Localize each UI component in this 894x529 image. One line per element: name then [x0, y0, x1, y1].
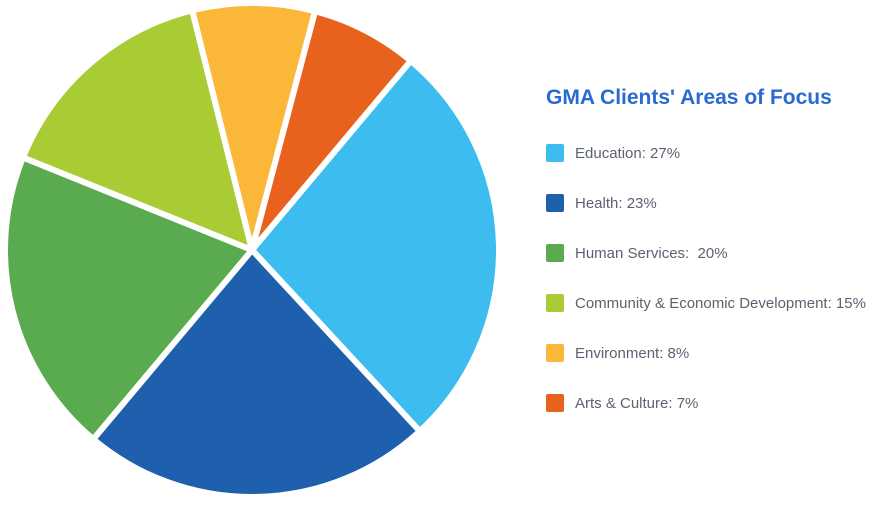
- legend-item: Education: 27%: [546, 128, 892, 178]
- legend-swatch: [546, 244, 564, 262]
- legend-item: Human Services: 20%: [546, 228, 892, 278]
- legend-label: Community & Economic Development: 15%: [575, 294, 866, 312]
- legend-label: Human Services: 20%: [575, 244, 728, 262]
- legend-label: Education: 27%: [575, 144, 681, 162]
- legend-item: Environment: 8%: [546, 328, 892, 378]
- pie-slice-education: [249, 57, 502, 435]
- legend-swatch: [546, 394, 564, 412]
- legend: Education: 27% Health: 23% Human Services:…: [546, 128, 892, 428]
- legend-label: Environment: 8%: [575, 344, 690, 362]
- pie-slice-arts-culture: [249, 8, 414, 253]
- legend-label: Health: 23%: [575, 194, 657, 212]
- legend-item: Health: 23%: [546, 178, 892, 228]
- pie-slice-environment: [189, 0, 319, 253]
- legend-swatch: [546, 194, 564, 212]
- legend-item: Arts & Culture: 7%: [546, 378, 892, 428]
- pie-slice-health: [90, 247, 423, 500]
- chart-title: GMA Clients' Areas of Focus: [546, 86, 832, 109]
- legend-swatch: [546, 144, 564, 162]
- pie-chart: [5, 0, 502, 500]
- legend-swatch: [546, 294, 564, 312]
- legend-panel: GMA Clients' Areas of Focus Education: 2…: [546, 86, 892, 428]
- pie-slice-community-economic-development: [19, 7, 255, 253]
- legend-item: Community & Economic Development: 15%: [546, 278, 892, 328]
- legend-swatch: [546, 344, 564, 362]
- legend-label: Arts & Culture: 7%: [575, 394, 699, 412]
